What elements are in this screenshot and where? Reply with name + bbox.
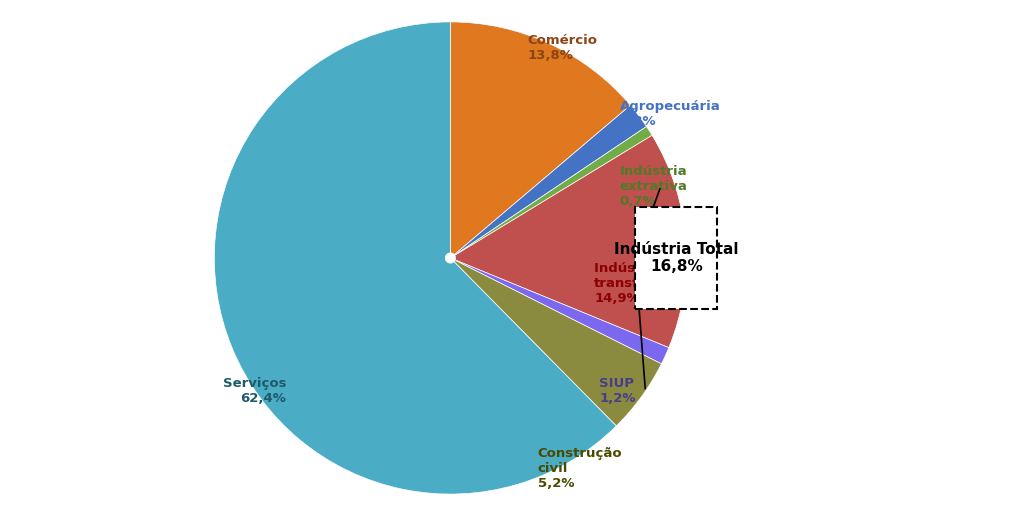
- Text: Indústria
extrativa
0,7%: Indústria extrativa 0,7%: [620, 165, 688, 207]
- Wedge shape: [451, 22, 631, 255]
- Text: Agropecuária
1,8%: Agropecuária 1,8%: [620, 100, 721, 128]
- Text: Serviços
62,4%: Serviços 62,4%: [222, 377, 286, 406]
- Wedge shape: [454, 260, 662, 426]
- Text: Indústria de
transformação
14,9%: Indústria de transformação 14,9%: [594, 262, 703, 305]
- Wedge shape: [455, 126, 652, 255]
- Text: Construção
civil
5,2%: Construção civil 5,2%: [538, 447, 623, 490]
- Text: SIUP
1,2%: SIUP 1,2%: [599, 377, 636, 406]
- Wedge shape: [214, 22, 616, 494]
- Wedge shape: [455, 135, 686, 348]
- FancyBboxPatch shape: [635, 207, 717, 309]
- Wedge shape: [455, 105, 646, 255]
- Wedge shape: [455, 260, 669, 364]
- Text: Comércio
13,8%: Comércio 13,8%: [527, 34, 597, 61]
- Text: Indústria Total
16,8%: Indústria Total 16,8%: [614, 242, 738, 274]
